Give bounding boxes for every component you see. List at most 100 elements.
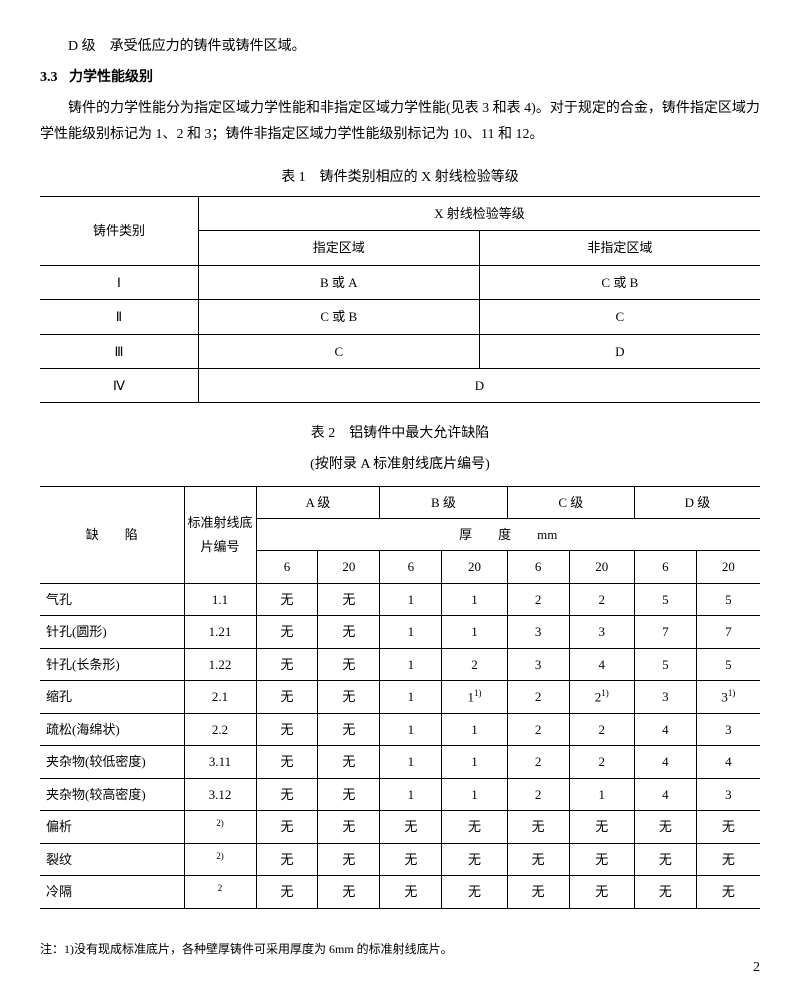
table2-grade: B 级: [380, 486, 507, 518]
table2-val: 无: [380, 876, 442, 909]
table2-val: 无: [442, 843, 507, 876]
table2-defect-name: 针孔(长条形): [40, 648, 184, 680]
table2-val: 无: [634, 810, 696, 843]
table2-val: 无: [256, 843, 318, 876]
table2-val: 无: [318, 843, 380, 876]
table2-val: 1: [569, 778, 634, 810]
table2-defect-name: 夹杂物(较高密度): [40, 778, 184, 810]
table2-val: 无: [380, 843, 442, 876]
table2-defect-name: 偏析: [40, 810, 184, 843]
table2-val: 无: [256, 876, 318, 909]
table2-val: 2: [507, 713, 569, 745]
table1-sub2: 非指定区域: [587, 240, 652, 255]
table2-ref: 1.1: [184, 583, 256, 615]
table2-val: 1: [380, 746, 442, 778]
table2-val: 无: [634, 843, 696, 876]
table1-cell: B 或 A: [198, 265, 479, 299]
table2-val: 无: [256, 616, 318, 648]
table2-val: 无: [318, 648, 380, 680]
table2-ref: 2.1: [184, 681, 256, 714]
table2-val: 无: [318, 746, 380, 778]
table1-cell: C 或 B: [198, 300, 479, 334]
table2-val: 1: [380, 583, 442, 615]
table2-val: 无: [569, 876, 634, 909]
section-number: 3.3: [40, 70, 58, 85]
table2-col-defect: 缺 陷: [40, 486, 184, 583]
table2-val: 4: [634, 778, 696, 810]
table2-thick-label: 厚 度 mm: [256, 519, 760, 551]
table2-val: 21): [569, 681, 634, 714]
section-body: 铸件的力学性能分为指定区域力学性能和非指定区域力学性能(见表 3 和表 4)。对…: [40, 96, 760, 146]
table2-ref: 3.12: [184, 778, 256, 810]
table2-val: 3: [507, 648, 569, 680]
table2-val: 5: [634, 648, 696, 680]
table2-thick-val: 20: [569, 551, 634, 583]
table2-ref: 3.11: [184, 746, 256, 778]
table2-defect-name: 针孔(圆形): [40, 616, 184, 648]
table2-val: 1: [380, 778, 442, 810]
section-heading: 3.3 力学性能级别: [40, 65, 760, 90]
table2-val: 无: [318, 713, 380, 745]
table2-val: 4: [569, 648, 634, 680]
table2-grade: D 级: [634, 486, 760, 518]
table2-val: 1: [380, 616, 442, 648]
table2-val: 无: [507, 843, 569, 876]
table2-val: 无: [442, 810, 507, 843]
table2-val: 11): [442, 681, 507, 714]
table2-val: 无: [696, 876, 760, 909]
table2-val: 1: [380, 681, 442, 714]
table2-val: 7: [696, 616, 760, 648]
table2-defect-name: 缩孔: [40, 681, 184, 714]
table1-cell: C 或 B: [479, 265, 760, 299]
table2-val: 5: [696, 648, 760, 680]
table2-val: 无: [318, 681, 380, 714]
table2: 缺 陷标准射线底片编号A 级B 级C 级D 级厚 度 mm62062062062…: [40, 486, 760, 909]
table2-val: 无: [318, 810, 380, 843]
table2-val: 1: [442, 583, 507, 615]
table2-val: 无: [569, 810, 634, 843]
table2-val: 5: [696, 583, 760, 615]
table1-cat: Ⅱ: [40, 300, 198, 334]
table2-defect-name: 冷隔: [40, 876, 184, 909]
table2-thick-val: 20: [696, 551, 760, 583]
table2-val: 无: [256, 583, 318, 615]
table2-val: 3: [634, 681, 696, 714]
table2-val: 无: [256, 648, 318, 680]
table2-val: 3: [569, 616, 634, 648]
footnote: 注：1)没有现成标准底片，各种壁厚铸件可采用厚度为 6mm 的标准射线底片。: [40, 939, 760, 961]
table2-defect-name: 裂纹: [40, 843, 184, 876]
table2-subtitle: (按附录 A 标准射线底片编号): [40, 452, 760, 477]
table2-defect-name: 气孔: [40, 583, 184, 615]
table2-val: 1: [380, 713, 442, 745]
table2-val: 1: [442, 778, 507, 810]
table2-defect-name: 疏松(海绵状): [40, 713, 184, 745]
table2-grade: A 级: [256, 486, 380, 518]
table2-val: 无: [256, 681, 318, 714]
table2-col-ref: 标准射线底片编号: [184, 486, 256, 583]
table2-val: 无: [507, 876, 569, 909]
table2-val: 2: [507, 583, 569, 615]
table2-val: 无: [507, 810, 569, 843]
table2-val: 无: [318, 778, 380, 810]
table1-merged: D: [198, 368, 760, 402]
table2-val: 2: [507, 681, 569, 714]
table1-cat: Ⅲ: [40, 334, 198, 368]
table2-ref: 1.21: [184, 616, 256, 648]
table2-val: 无: [256, 746, 318, 778]
table2-val: 无: [256, 778, 318, 810]
table2-val: 无: [634, 876, 696, 909]
table1-group: X 射线检验等级: [434, 206, 525, 221]
table2-thick-val: 6: [380, 551, 442, 583]
table2-thick-val: 20: [442, 551, 507, 583]
table1-col1: 铸件类别: [93, 223, 145, 238]
table2-val: 无: [256, 713, 318, 745]
table2-ref: 2.2: [184, 713, 256, 745]
table2-val: 1: [442, 746, 507, 778]
table2-val: 无: [256, 810, 318, 843]
table2-ref: 2): [184, 843, 256, 876]
table2-val: 3: [696, 713, 760, 745]
table1-cat: Ⅳ: [40, 368, 198, 402]
table2-val: 1: [442, 616, 507, 648]
table2-val: 无: [318, 616, 380, 648]
table1-sub1: 指定区域: [313, 240, 365, 255]
